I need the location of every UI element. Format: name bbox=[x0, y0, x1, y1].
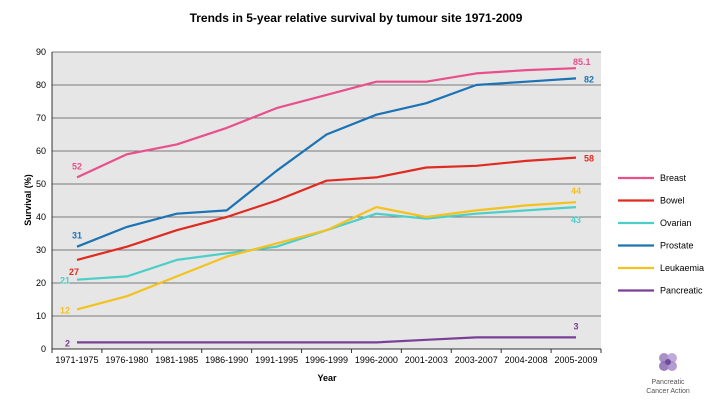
data-label-breast: 52 bbox=[72, 161, 82, 171]
y-tick-label: 20 bbox=[36, 278, 46, 288]
y-tick-label: 80 bbox=[36, 80, 46, 90]
y-tick-label: 60 bbox=[36, 146, 46, 156]
legend-label-breast: Breast bbox=[660, 173, 687, 183]
axes: 0 10 20 30 40 50 60 70 80 90 1971-1975 1976-1980 198… bbox=[36, 47, 602, 365]
x-tick-label: 1996-1999 bbox=[305, 355, 348, 365]
y-axis-title: Survival (%) bbox=[23, 174, 33, 226]
logo-text-line1: Pancreatic bbox=[651, 379, 685, 386]
y-tick-label: 90 bbox=[36, 47, 46, 57]
data-label-leukaemia: 44 bbox=[571, 186, 581, 196]
y-tick-label: 10 bbox=[36, 311, 46, 321]
y-tick-label: 40 bbox=[36, 212, 46, 222]
x-axis-title: Year bbox=[317, 373, 337, 383]
legend-label-bowel: Bowel bbox=[660, 196, 685, 206]
x-tick-label: 2003-2007 bbox=[455, 355, 498, 365]
data-label-leukaemia: 12 bbox=[60, 305, 70, 315]
x-tick-label: 2001-2003 bbox=[405, 355, 448, 365]
x-tick-label: 1976-1980 bbox=[105, 355, 148, 365]
data-label-prostate: 31 bbox=[72, 231, 82, 241]
data-labels: 52 85.1 27 58 21 43 31 82 12 44 2 3 bbox=[60, 57, 594, 348]
data-label-pancreatic: 2 bbox=[65, 338, 70, 348]
series-lines bbox=[76, 67, 577, 344]
x-tick-label: 2004-2008 bbox=[505, 355, 548, 365]
y-tick-label: 30 bbox=[36, 245, 46, 255]
data-label-ovarian: 43 bbox=[571, 215, 581, 225]
data-label-pancreatic: 3 bbox=[574, 321, 579, 331]
data-label-bowel: 58 bbox=[584, 154, 594, 164]
plot-area bbox=[52, 52, 601, 349]
chart-title: Trends in 5-year relative survival by tu… bbox=[190, 11, 523, 25]
x-tick-label: 2005-2009 bbox=[555, 355, 598, 365]
x-tick-label: 1981-1985 bbox=[155, 355, 198, 365]
data-label-ovarian: 21 bbox=[60, 276, 70, 286]
x-tick-label: 1996-2000 bbox=[355, 355, 398, 365]
x-tick-label: 1991-1995 bbox=[255, 355, 298, 365]
legend-label-leukaemia: Leukaemia bbox=[660, 263, 704, 273]
x-tick-label: 1971-1975 bbox=[55, 355, 98, 365]
legend-label-ovarian: Ovarian bbox=[660, 218, 692, 228]
y-tick-label: 50 bbox=[36, 179, 46, 189]
pancreatic-cancer-action-logo: Pancreatic Cancer Action bbox=[646, 353, 690, 395]
logo-flower-icon bbox=[659, 353, 677, 371]
data-label-prostate: 82 bbox=[584, 74, 594, 84]
y-tick-label: 70 bbox=[36, 113, 46, 123]
data-label-bowel: 27 bbox=[69, 267, 79, 277]
gridlines bbox=[52, 51, 601, 317]
legend: Breast Bowel Ovarian Prostate Leukaemia Pancr… bbox=[618, 173, 704, 296]
logo-text-line2: Cancer Action bbox=[646, 388, 690, 395]
x-tick-label: 1986-1990 bbox=[205, 355, 248, 365]
legend-label-pancreatic: Pancreatic bbox=[660, 286, 703, 296]
y-tick-label: 0 bbox=[41, 344, 46, 354]
data-label-breast: 85.1 bbox=[573, 57, 591, 67]
legend-label-prostate: Prostate bbox=[660, 241, 694, 251]
